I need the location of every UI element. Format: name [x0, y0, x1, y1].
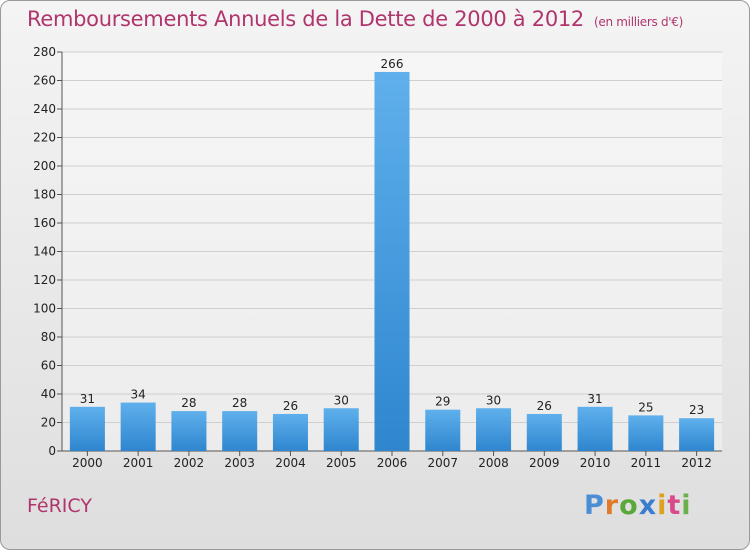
x-tick-label: 2010 [580, 456, 611, 470]
data-label: 30 [486, 393, 501, 407]
y-tick-label: 200 [33, 159, 56, 173]
y-tick-label: 180 [33, 188, 56, 202]
bar [476, 408, 512, 451]
chart-title: Remboursements Annuels de la Dette de 20… [27, 7, 683, 31]
x-tick-label: 2011 [631, 456, 662, 470]
data-label: 31 [80, 392, 95, 406]
logo-letter: t [667, 490, 682, 521]
logo-letter: P [584, 490, 605, 521]
y-tick-label: 260 [33, 74, 56, 88]
y-tick-label: 120 [33, 273, 56, 287]
bar [323, 408, 359, 451]
x-tick-label: 2004 [275, 456, 306, 470]
logo-letter: x [638, 490, 658, 521]
data-label: 30 [334, 393, 349, 407]
x-tick-label: 2003 [224, 456, 255, 470]
y-tick-label: 80 [41, 330, 56, 344]
bar [69, 406, 105, 451]
x-tick-label: 2002 [174, 456, 205, 470]
bar [171, 411, 207, 451]
y-tick-label: 280 [33, 45, 56, 59]
logo-letter: i [657, 490, 668, 521]
bar [526, 413, 562, 451]
data-label: 266 [381, 57, 404, 71]
logo-letter: i [681, 490, 692, 521]
logo-letter: r [604, 490, 620, 521]
y-tick-label: 220 [33, 131, 56, 145]
x-tick-label: 2000 [72, 456, 103, 470]
x-tick-label: 2001 [123, 456, 154, 470]
x-tick-label: 2012 [681, 456, 712, 470]
chart-unit: (en milliers d'€) [594, 15, 684, 29]
y-tick-label: 20 [41, 416, 56, 430]
y-tick-label: 60 [41, 359, 56, 373]
y-tick-label: 40 [41, 387, 56, 401]
bar [272, 413, 308, 451]
x-tick-label: 2006 [377, 456, 408, 470]
commune-name: FéRICY [27, 495, 92, 517]
data-label: 28 [232, 396, 247, 410]
y-tick-label: 0 [48, 444, 56, 458]
bar [222, 411, 258, 451]
x-tick-label: 2008 [478, 456, 509, 470]
bar [577, 406, 613, 451]
y-tick-label: 140 [33, 245, 56, 259]
bar [628, 415, 664, 451]
logo-letter: o [619, 490, 639, 521]
y-tick-label: 100 [33, 302, 56, 316]
bar [679, 418, 715, 451]
proxiti-logo: Proxiti [584, 490, 692, 521]
bar [374, 71, 410, 451]
data-label: 26 [283, 399, 298, 413]
chart-title-text: Remboursements Annuels de la Dette de 20… [27, 7, 584, 31]
data-label: 26 [537, 399, 552, 413]
x-tick-label: 2009 [529, 456, 560, 470]
bar [120, 402, 156, 451]
data-label: 29 [435, 395, 450, 409]
y-tick-label: 240 [33, 102, 56, 116]
data-label: 34 [131, 388, 146, 402]
bar [425, 409, 461, 451]
data-label: 28 [181, 396, 196, 410]
x-tick-label: 2007 [427, 456, 458, 470]
data-label: 23 [689, 403, 704, 417]
x-tick-label: 2005 [326, 456, 357, 470]
data-label: 31 [587, 392, 602, 406]
y-tick-label: 160 [33, 216, 56, 230]
data-label: 25 [638, 400, 653, 414]
